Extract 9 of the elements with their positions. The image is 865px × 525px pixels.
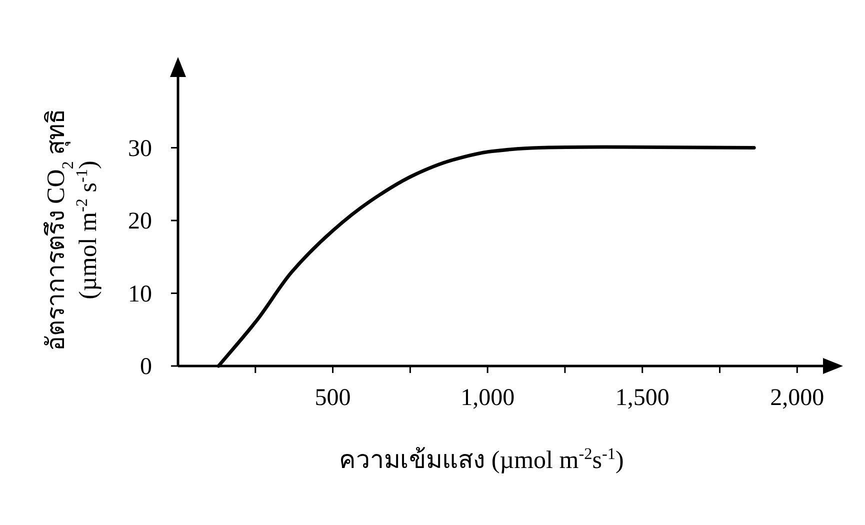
- x-tick-label: 1,000: [460, 385, 515, 411]
- y-tick-label: 30: [128, 136, 152, 162]
- y-tick-label: 0: [140, 354, 152, 380]
- x-tick-label: 2,000: [770, 385, 824, 411]
- y-tick-label: 20: [128, 208, 152, 234]
- x-tick-label: 1,500: [615, 385, 670, 411]
- x-tick-label: 500: [314, 385, 351, 411]
- x-axis-title: ความเข้มแสง (µmol m$^{-2}$s$^{-1}$): [339, 445, 624, 474]
- y-tick-label: 10: [128, 281, 152, 308]
